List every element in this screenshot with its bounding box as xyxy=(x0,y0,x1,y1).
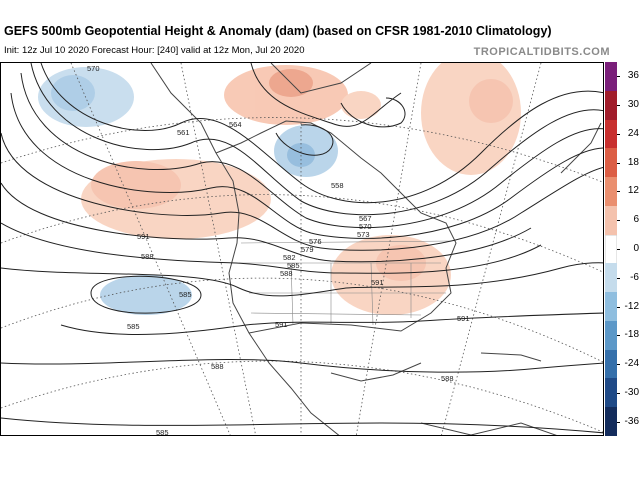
contour-label: 588 xyxy=(211,362,224,371)
chart-subtitle: Init: 12z Jul 10 2020 Forecast Hour: [24… xyxy=(4,45,305,56)
colorbar-swatch xyxy=(605,177,617,207)
map-panel: 570 561 564 558 567 570 573 576 579 582 … xyxy=(0,62,604,436)
colorbar-tick xyxy=(617,421,620,423)
contour-label-group: 570 561 564 558 567 570 573 576 579 582 … xyxy=(87,64,470,436)
colorbar-tick xyxy=(617,277,620,279)
colorbar-label: 18 xyxy=(627,156,639,168)
contour-label: 561 xyxy=(177,128,190,137)
colorbar-swatch xyxy=(605,234,617,264)
contour-label: 591 xyxy=(137,232,150,241)
colorbar-tick xyxy=(617,105,620,107)
contour-label: 570 xyxy=(87,64,100,73)
contour-label: 588 xyxy=(280,269,293,278)
colorbar-label: -30 xyxy=(624,386,639,398)
contour-label: 585 xyxy=(287,261,300,270)
contour-label: 564 xyxy=(229,120,242,129)
colorbar-swatch xyxy=(605,62,617,92)
contour-label: 591 xyxy=(275,320,288,329)
colorbar-tick xyxy=(617,220,620,222)
height-contours xyxy=(1,63,603,434)
colorbar-label: -24 xyxy=(624,358,639,370)
height-anomaly-map: 570 561 564 558 567 570 573 576 579 582 … xyxy=(1,63,603,436)
colorbar-tick xyxy=(617,306,620,308)
colorbar-label: 36 xyxy=(627,70,639,82)
contour-label: 558 xyxy=(331,181,344,190)
land-outline xyxy=(150,63,602,435)
colorbar-label: 12 xyxy=(627,185,639,197)
contour-label: 591 xyxy=(371,278,384,287)
colorbar-swatch xyxy=(605,263,617,293)
contour-label: 591 xyxy=(457,314,470,323)
colorbar-label: 0 xyxy=(633,243,639,254)
contour-label: 579 xyxy=(301,245,314,254)
colorbar-swatch xyxy=(605,148,617,178)
contour-label: 573 xyxy=(357,230,370,239)
contour-label: 570 xyxy=(359,222,372,231)
colorbar-swatch xyxy=(605,205,617,236)
colorbar-swatch xyxy=(605,320,617,351)
contour-label: 567 xyxy=(359,214,372,223)
colorbar-tick xyxy=(617,133,620,135)
colorbar-label: 30 xyxy=(627,99,639,111)
anomaly-colorbar: 36 30 24 18 12 6 0 -6 -12 -18 -24 -30 -36 xyxy=(605,62,640,437)
colorbar-tick xyxy=(617,162,620,164)
contour-label: 576 xyxy=(309,237,322,246)
colorbar-swatch xyxy=(605,119,617,149)
colorbar-swatch xyxy=(605,349,617,379)
colorbar-tick xyxy=(617,364,620,366)
colorbar-tick xyxy=(617,76,620,78)
colorbar-tick xyxy=(617,191,620,193)
colorbar-tick xyxy=(617,392,620,394)
colorbar-tick xyxy=(617,335,620,337)
colorbar-label: -12 xyxy=(624,300,639,312)
colorbar-swatch xyxy=(605,90,617,121)
colorbar-label: 6 xyxy=(633,214,639,226)
chart-title: GEFS 500mb Geopotential Height & Anomaly… xyxy=(4,24,552,38)
colorbar-label: -36 xyxy=(624,415,639,427)
contour-label: 585 xyxy=(156,428,169,436)
contour-label: 588 xyxy=(441,374,454,383)
contour-label: 588 xyxy=(141,252,154,261)
brand-watermark: TROPICALTIDBITS.COM xyxy=(473,46,610,58)
contour-label: 585 xyxy=(127,322,140,331)
contour-label: 582 xyxy=(283,253,296,262)
positive-anomaly-shading xyxy=(81,63,521,315)
colorbar-swatch xyxy=(605,292,617,322)
graticule xyxy=(1,63,603,435)
colorbar-tick xyxy=(617,249,620,250)
colorbar-label: -6 xyxy=(630,271,639,283)
colorbar-swatch xyxy=(605,378,617,408)
colorbar-label: -18 xyxy=(624,329,639,341)
contour-label: 585 xyxy=(179,290,192,299)
colorbar-label: 24 xyxy=(627,127,639,139)
colorbar-swatch xyxy=(605,407,617,437)
